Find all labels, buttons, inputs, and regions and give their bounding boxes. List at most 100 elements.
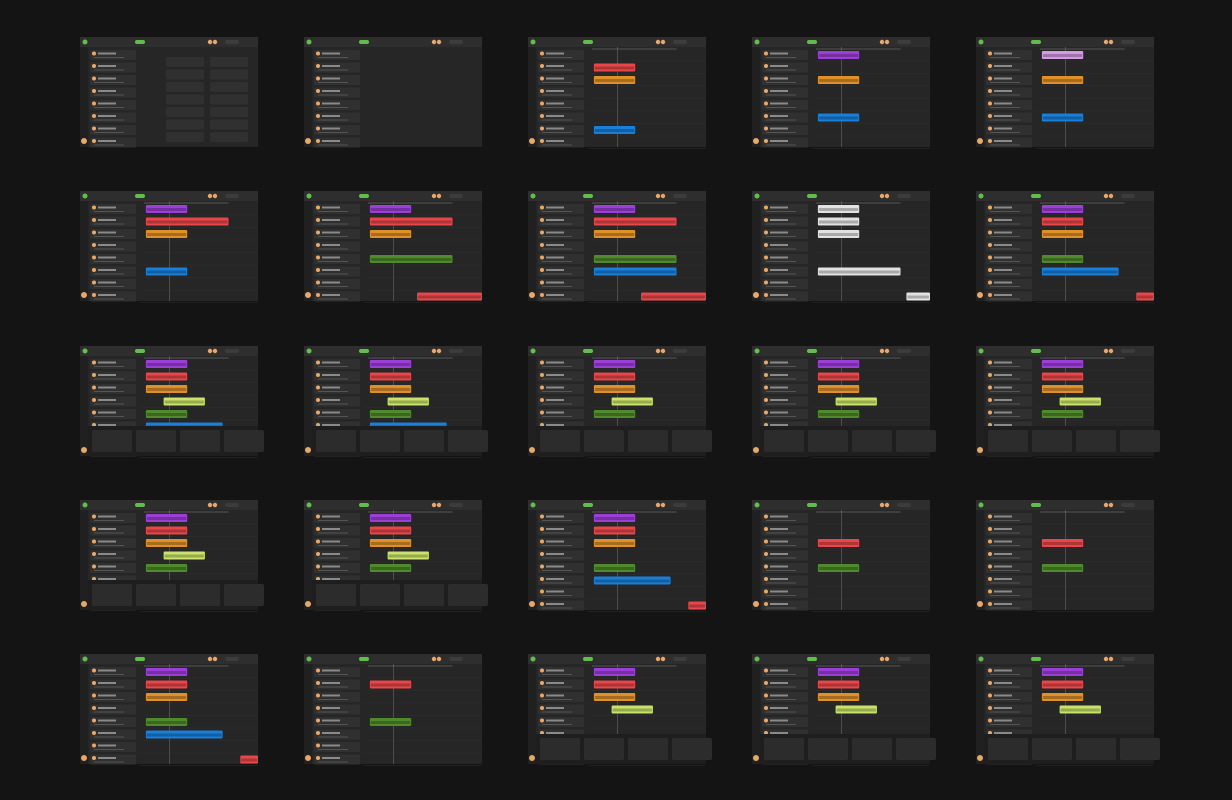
track-name xyxy=(322,528,340,530)
sidebar xyxy=(976,201,984,301)
track-slider xyxy=(766,286,796,287)
track-header xyxy=(90,717,136,727)
track-header xyxy=(90,204,136,214)
track-slider xyxy=(94,686,124,688)
clip xyxy=(641,292,706,301)
screenshot-thumbnail xyxy=(304,654,482,766)
logo xyxy=(754,348,760,354)
instrument-card xyxy=(896,430,936,452)
track-header xyxy=(90,513,136,523)
toolbar-button xyxy=(1031,349,1041,353)
clip xyxy=(1059,705,1101,714)
track-name xyxy=(770,361,788,364)
track-icon xyxy=(92,101,96,106)
track-name xyxy=(994,231,1012,234)
track-name xyxy=(98,361,116,364)
track-header xyxy=(166,119,204,130)
track-icon xyxy=(764,139,768,143)
user-icon xyxy=(977,601,983,607)
sidebar xyxy=(304,201,312,301)
toolbar-button xyxy=(135,194,145,198)
track-slider xyxy=(766,236,796,237)
clip xyxy=(1136,292,1154,301)
track-icon xyxy=(764,693,768,698)
track-name xyxy=(322,694,340,697)
track-header xyxy=(762,266,808,277)
track-icon xyxy=(316,552,320,556)
clip-waveform xyxy=(1042,220,1083,224)
track-icon xyxy=(92,373,96,377)
clip-waveform xyxy=(818,54,859,57)
track-slider xyxy=(766,211,796,212)
instrument-card xyxy=(672,738,712,760)
track-name xyxy=(546,669,564,672)
share-button xyxy=(1121,349,1135,353)
track-name xyxy=(322,732,340,734)
track-name xyxy=(546,719,564,722)
toolbar-button xyxy=(135,40,145,44)
toolbar-button xyxy=(583,349,593,353)
clip-waveform xyxy=(612,708,652,712)
track-icon xyxy=(540,577,544,581)
track-slider xyxy=(990,261,1020,262)
track-slider xyxy=(766,674,796,675)
track-header xyxy=(762,371,808,382)
screenshot-thumbnail xyxy=(752,191,930,303)
clip xyxy=(593,205,636,213)
track-name xyxy=(546,374,564,376)
track-slider xyxy=(766,699,796,700)
track-icon xyxy=(764,280,768,285)
track-header xyxy=(762,50,808,60)
clip-waveform xyxy=(370,721,411,724)
track-icon xyxy=(316,293,320,297)
clip-waveform xyxy=(594,683,635,687)
track-header xyxy=(986,717,1032,727)
clip-waveform xyxy=(1042,233,1083,236)
track-icon xyxy=(540,373,544,377)
avatar xyxy=(207,39,213,45)
track-name xyxy=(770,219,788,221)
track-slider xyxy=(542,107,572,108)
track-icon xyxy=(92,360,96,365)
avatar xyxy=(1108,39,1114,45)
track-icon xyxy=(764,255,768,260)
avatar xyxy=(655,348,661,354)
track-icon xyxy=(764,218,768,222)
clip xyxy=(593,360,636,368)
track-slider xyxy=(990,403,1020,405)
track-name xyxy=(98,269,116,271)
logo xyxy=(82,656,88,662)
share-button xyxy=(225,657,239,661)
clip xyxy=(145,205,188,213)
clip-waveform xyxy=(594,258,676,261)
track-icon xyxy=(988,668,992,673)
clip-waveform xyxy=(370,220,452,224)
track-header xyxy=(210,119,248,130)
clip-waveform xyxy=(907,295,929,299)
avatar xyxy=(1103,193,1109,199)
track-slider xyxy=(542,391,572,392)
track-icon xyxy=(764,527,768,531)
clip-waveform xyxy=(146,388,187,391)
track-header xyxy=(538,62,584,73)
track-name xyxy=(546,553,564,555)
track-header xyxy=(90,216,136,227)
clip-waveform xyxy=(594,671,635,674)
track-header xyxy=(90,75,136,85)
track-slider xyxy=(94,298,124,300)
track-slider xyxy=(318,557,348,559)
track-slider xyxy=(318,761,348,763)
track-slider xyxy=(766,298,796,300)
track-slider xyxy=(766,223,796,225)
track-slider xyxy=(542,545,572,546)
track-name xyxy=(98,77,116,80)
screenshot-thumbnail xyxy=(752,500,930,612)
clip xyxy=(1041,205,1084,213)
track-slider xyxy=(318,273,348,275)
track-name xyxy=(770,244,788,246)
track-slider xyxy=(318,749,348,750)
clip xyxy=(817,680,860,689)
track-icon xyxy=(988,126,992,131)
track-icon xyxy=(988,360,992,365)
track-header xyxy=(90,679,136,690)
